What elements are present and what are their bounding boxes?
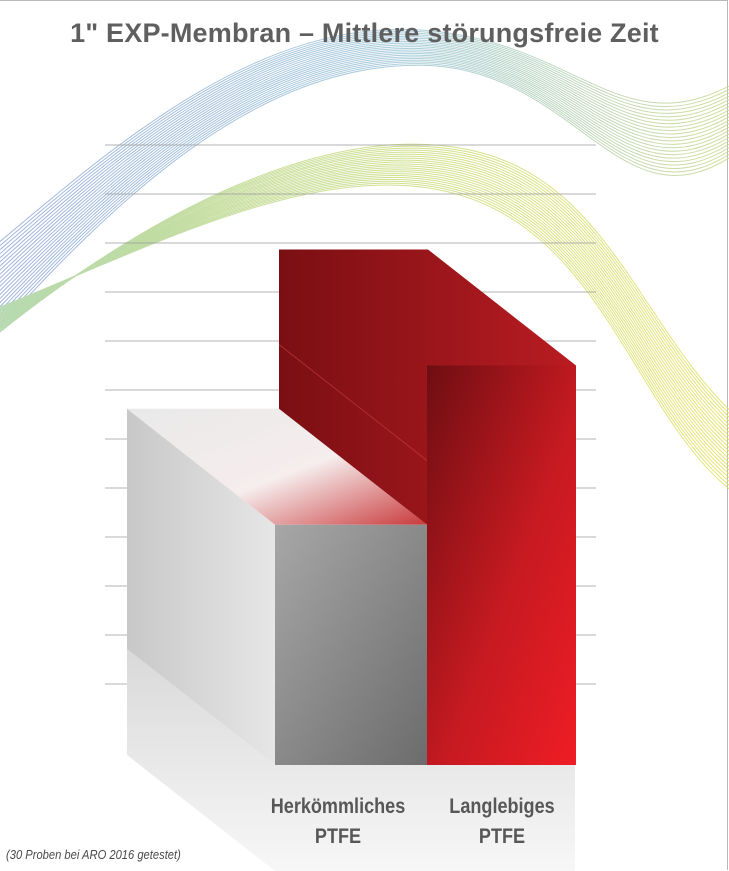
wave-line xyxy=(0,44,729,279)
footnote: (30 Proben bei ARO 2016 getestet) xyxy=(6,847,181,862)
wave-line xyxy=(0,59,729,316)
wave-line xyxy=(0,37,729,263)
wave-line xyxy=(0,159,729,441)
category-label-line: Langlebiges xyxy=(449,795,555,818)
decorative-waves xyxy=(0,28,729,490)
wave-line xyxy=(0,149,729,422)
wave-line xyxy=(0,176,729,475)
category-label-line: PTFE xyxy=(314,825,362,848)
wave-line xyxy=(0,28,729,243)
bar-herkoemmliches-top xyxy=(127,408,427,525)
wave-line xyxy=(0,58,729,312)
chart-title: 1" EXP-Membran – Mittlere störungsfreie … xyxy=(70,18,659,48)
wave-line xyxy=(0,175,729,471)
category-label-herkoemmliches-ptfe: Herkömmliches PTFE xyxy=(256,792,419,852)
bar-langlebiges xyxy=(427,365,576,765)
wave-line xyxy=(0,171,729,463)
wave-line xyxy=(0,35,729,259)
category-label-langlebiges-ptfe: Langlebiges PTFE xyxy=(433,792,571,852)
bar-langlebiges-edge xyxy=(278,344,428,461)
bars xyxy=(127,249,576,871)
wave-line xyxy=(0,167,729,456)
wave-line xyxy=(0,56,729,308)
bar-herkoemmliches-side xyxy=(127,408,275,765)
wave-line xyxy=(0,34,729,255)
floor-shadow xyxy=(127,649,575,871)
wave-line xyxy=(0,165,729,452)
bar-herkoemmliches xyxy=(275,524,427,765)
bar-langlebiges-back xyxy=(279,249,576,525)
wave-line xyxy=(0,184,729,490)
wave-line xyxy=(0,41,729,271)
wave-line xyxy=(0,39,729,267)
wave-line xyxy=(0,53,729,300)
wave-line xyxy=(0,49,729,292)
wave-line xyxy=(0,51,729,296)
wave-line xyxy=(0,153,729,430)
wave-line xyxy=(0,64,729,328)
wave-line xyxy=(0,182,729,486)
wave-line xyxy=(0,32,729,251)
wave-line xyxy=(0,61,729,320)
wave-line xyxy=(0,157,729,437)
wave-line xyxy=(0,63,729,324)
wave-line xyxy=(0,161,729,445)
wave-line xyxy=(0,46,729,283)
category-label-line: Herkömmliches xyxy=(270,795,406,818)
wave-line xyxy=(0,178,729,479)
wave-line xyxy=(0,173,729,467)
wave-line xyxy=(0,54,729,304)
wave-line xyxy=(0,42,729,275)
wave-line xyxy=(0,47,729,288)
wave-line xyxy=(0,30,729,247)
category-label-line: PTFE xyxy=(478,825,526,848)
wave-line xyxy=(0,155,729,433)
